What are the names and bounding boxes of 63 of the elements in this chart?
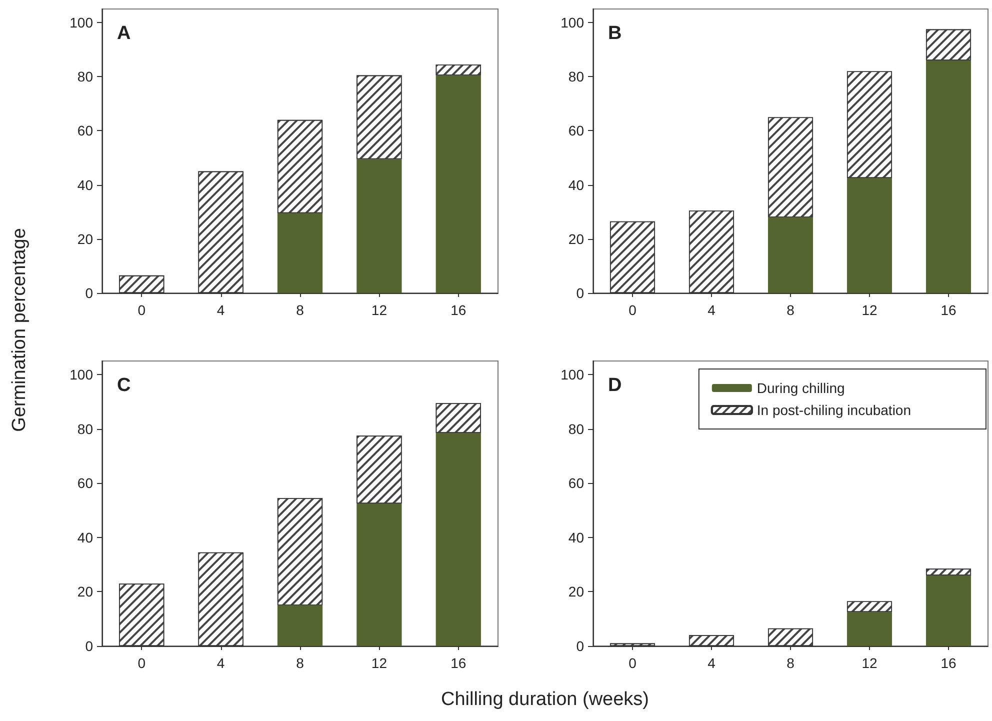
x-tick-label: 0 xyxy=(628,655,637,671)
bar xyxy=(356,159,402,293)
x-tick-label: 8 xyxy=(296,302,304,318)
x-tick-label: 16 xyxy=(940,302,956,318)
y-tick-label: 80 xyxy=(568,420,584,437)
y-tick-label: 40 xyxy=(77,529,94,546)
x-tick-label: 4 xyxy=(708,302,716,318)
y-tick-label: 0 xyxy=(85,638,94,654)
y-tick-label: 20 xyxy=(77,230,94,247)
x-tick-label: 0 xyxy=(138,655,146,671)
bar xyxy=(436,75,481,293)
y-tick-label: 40 xyxy=(568,529,584,546)
x-tick-label: 16 xyxy=(940,655,956,671)
y-tick-label: 40 xyxy=(568,176,584,193)
y-tick-label: 80 xyxy=(77,420,94,437)
x-tick-label: 16 xyxy=(450,302,466,318)
y-tick-label: 20 xyxy=(568,230,584,247)
bar xyxy=(277,605,323,646)
legend-label: During chilling xyxy=(756,380,845,396)
x-tick-label: 8 xyxy=(296,655,304,671)
y-tick-label: 100 xyxy=(560,366,584,383)
x-tick-label: 12 xyxy=(371,655,388,671)
bar xyxy=(846,178,892,293)
bar xyxy=(926,60,972,293)
y-tick-label: 0 xyxy=(576,285,584,301)
y-tick-label: 80 xyxy=(77,68,94,85)
bar xyxy=(768,217,814,293)
y-tick-label: 0 xyxy=(85,285,94,301)
bar xyxy=(356,504,402,646)
y-tick-label: 0 xyxy=(576,638,584,654)
text: B xyxy=(608,23,622,44)
x-axis-title: Chilling duration (weeks) xyxy=(440,689,650,711)
x-tick-label: 4 xyxy=(216,655,225,671)
y-tick-label: 100 xyxy=(70,366,94,383)
bar xyxy=(277,213,323,293)
x-tick-label: 4 xyxy=(708,655,716,671)
bar xyxy=(926,575,972,646)
y-tick-label: 60 xyxy=(568,475,584,492)
x-tick-label: 0 xyxy=(138,302,146,318)
x-tick-label: 12 xyxy=(862,655,878,671)
text: D xyxy=(608,375,622,396)
y-tick-label: 40 xyxy=(77,176,94,193)
text: C xyxy=(117,375,131,396)
y-tick-label: 100 xyxy=(70,14,94,31)
x-tick-label: 12 xyxy=(371,302,388,318)
text: A xyxy=(117,23,131,44)
y-tick-label: 60 xyxy=(77,475,94,492)
x-tick-label: 4 xyxy=(216,302,225,318)
bar xyxy=(436,432,481,646)
y-tick-label: 80 xyxy=(568,68,584,85)
y-tick-label: 60 xyxy=(568,122,584,139)
y-tick-label: 100 xyxy=(560,14,584,31)
x-tick-label: 16 xyxy=(450,655,466,671)
y-tick-label: 20 xyxy=(568,584,584,600)
legend-label: In post-chiling incubation xyxy=(756,402,912,418)
y-axis-title: Germination percentage xyxy=(9,228,31,432)
bar xyxy=(846,612,892,646)
y-tick-label: 60 xyxy=(77,122,94,139)
x-tick-label: 8 xyxy=(786,302,795,318)
y-tick-label: 20 xyxy=(77,584,94,600)
x-tick-label: 8 xyxy=(786,655,795,671)
x-tick-label: 0 xyxy=(628,302,637,318)
x-tick-label: 12 xyxy=(862,302,878,318)
